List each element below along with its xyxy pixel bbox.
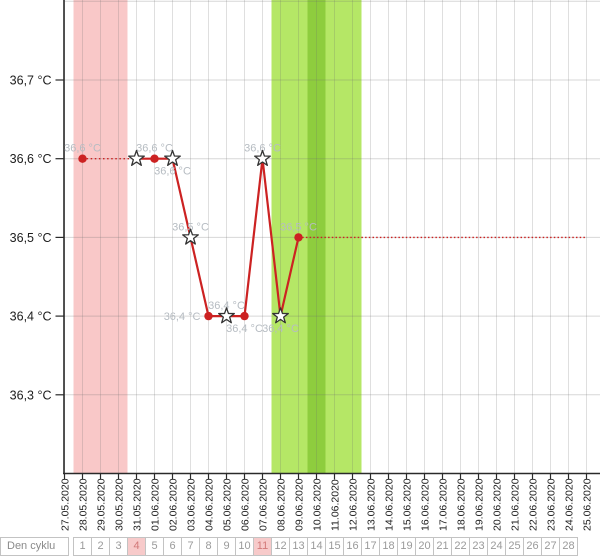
point-value-label: 36,6 °C bbox=[136, 143, 173, 155]
date-label: 12.06.2020 bbox=[348, 478, 360, 531]
temperature-point-dot[interactable] bbox=[204, 311, 213, 321]
cycle-day-cell[interactable]: 10 bbox=[235, 537, 254, 556]
temperature-point-dot[interactable] bbox=[240, 311, 249, 321]
cycle-day-cell[interactable]: 1 bbox=[73, 537, 92, 556]
cycle-day-cell[interactable]: 23 bbox=[469, 537, 488, 556]
date-label: 24.06.2020 bbox=[564, 478, 576, 531]
cycle-day-cell[interactable]: 25 bbox=[505, 537, 524, 556]
cycle-day-cell[interactable]: 4 bbox=[127, 537, 146, 556]
cycle-day-cell[interactable]: 17 bbox=[361, 537, 380, 556]
date-label: 30.05.2020 bbox=[114, 478, 126, 531]
cycle-day-cell[interactable]: 11 bbox=[253, 537, 272, 556]
cycle-day-cell[interactable]: 19 bbox=[397, 537, 416, 556]
cycle-day-cell[interactable]: 5 bbox=[145, 537, 164, 556]
point-value-label: 36,6 °C bbox=[64, 143, 101, 155]
date-label: 16.06.2020 bbox=[420, 478, 432, 531]
date-label: 01.06.2020 bbox=[150, 478, 162, 531]
temperature-point-star[interactable] bbox=[218, 307, 235, 324]
cycle-day-cell[interactable]: 9 bbox=[217, 537, 236, 556]
cycle-day-cell[interactable]: 8 bbox=[199, 537, 218, 556]
y-tick-label: 36,6 °C bbox=[10, 152, 52, 166]
cycle-day-cell[interactable]: 13 bbox=[289, 537, 308, 556]
cycle-day-cell[interactable]: 2 bbox=[91, 537, 110, 556]
cycle-day-cell[interactable]: 21 bbox=[433, 537, 452, 556]
cycle-day-cell[interactable]: 24 bbox=[487, 537, 506, 556]
date-label: 11.06.2020 bbox=[330, 479, 342, 531]
cycle-day-cell[interactable]: 20 bbox=[415, 537, 434, 556]
date-label: 09.06.2020 bbox=[294, 478, 306, 531]
y-tick-label: 36,4 °C bbox=[10, 310, 52, 324]
cycle-day-cell[interactable]: 16 bbox=[343, 537, 362, 556]
ovulation-band bbox=[307, 0, 326, 474]
point-value-label: 36,4 °C bbox=[262, 323, 299, 335]
date-label: 22.06.2020 bbox=[528, 478, 540, 531]
date-label: 14.06.2020 bbox=[384, 478, 396, 531]
date-label: 10.06.2020 bbox=[312, 478, 324, 531]
date-label: 13.06.2020 bbox=[366, 478, 378, 531]
date-label: 02.06.2020 bbox=[168, 478, 180, 531]
point-value-label: 36,6 °C bbox=[244, 143, 281, 155]
date-label: 15.06.2020 bbox=[402, 478, 414, 531]
point-value-label: 36,6 °C bbox=[154, 166, 191, 178]
cycle-day-cell[interactable]: 14 bbox=[307, 537, 326, 556]
point-value-label: 36,4 °C bbox=[164, 311, 201, 323]
date-label: 31.05.2020 bbox=[132, 478, 144, 531]
point-value-label: 36,4 °C bbox=[226, 323, 263, 335]
cycle-day-cell[interactable]: 6 bbox=[163, 537, 182, 556]
date-label: 28.05.2020 bbox=[78, 478, 90, 531]
cycle-day-cell[interactable]: 12 bbox=[271, 537, 290, 556]
temperature-line bbox=[136, 157, 300, 318]
date-label: 29.05.2020 bbox=[96, 478, 108, 531]
cycle-day-cell[interactable]: 22 bbox=[451, 537, 470, 556]
date-label: 23.06.2020 bbox=[546, 478, 558, 531]
date-label: 03.06.2020 bbox=[186, 478, 198, 531]
date-label: 18.06.2020 bbox=[456, 478, 468, 531]
date-label: 06.06.2020 bbox=[240, 478, 252, 531]
cycle-day-cell[interactable]: 15 bbox=[325, 537, 344, 556]
cycle-day-row-label: Den cyklu bbox=[0, 537, 69, 556]
date-label: 27.05.2020 bbox=[60, 478, 72, 531]
date-label: 25.06.2020 bbox=[582, 478, 594, 531]
date-label: 20.06.2020 bbox=[492, 478, 504, 531]
temperature-point-star[interactable] bbox=[182, 228, 199, 245]
temperature-point-dot[interactable] bbox=[150, 154, 159, 163]
temperature-point-star[interactable] bbox=[128, 149, 145, 166]
y-tick-label: 36,3 °C bbox=[10, 388, 52, 402]
chart-canvas: 36,7 °C 36,6 °C 36,5 °C 36,4 °C 36,3 °C 27.05… bbox=[10, 0, 600, 531]
cycle-day-cell[interactable]: 3 bbox=[109, 537, 128, 556]
point-value-label: 36,5 °C bbox=[280, 221, 317, 233]
date-label: 08.06.2020 bbox=[276, 478, 288, 531]
menstruation-band bbox=[73, 0, 128, 474]
temperature-point-dot[interactable] bbox=[294, 233, 303, 242]
date-label: 07.06.2020 bbox=[258, 478, 270, 531]
cycle-day-cell[interactable]: 18 bbox=[379, 537, 398, 556]
temperature-point-dot[interactable] bbox=[78, 154, 87, 163]
temperature-point-star[interactable] bbox=[272, 307, 289, 324]
y-tick-label: 36,5 °C bbox=[10, 231, 52, 245]
cycle-day-cell[interactable]: 28 bbox=[559, 537, 578, 556]
cycle-day-cell[interactable]: 26 bbox=[523, 537, 542, 556]
y-tick-label: 36,7 °C bbox=[10, 74, 52, 88]
temperature-point-star[interactable] bbox=[164, 149, 181, 166]
cycle-day-cell[interactable]: 7 bbox=[181, 537, 200, 556]
date-label: 21.06.2020 bbox=[510, 478, 522, 531]
date-label: 19.06.2020 bbox=[474, 478, 486, 531]
point-value-label: 36,5 °C bbox=[172, 221, 209, 233]
date-label: 05.06.2020 bbox=[222, 478, 234, 531]
date-label: 04.06.2020 bbox=[204, 478, 216, 531]
cycle-day-cell[interactable]: 27 bbox=[541, 537, 560, 556]
point-value-label: 36,4 °C bbox=[208, 300, 245, 312]
temperature-point-star[interactable] bbox=[254, 149, 271, 166]
date-label: 17.06.2020 bbox=[438, 478, 450, 531]
